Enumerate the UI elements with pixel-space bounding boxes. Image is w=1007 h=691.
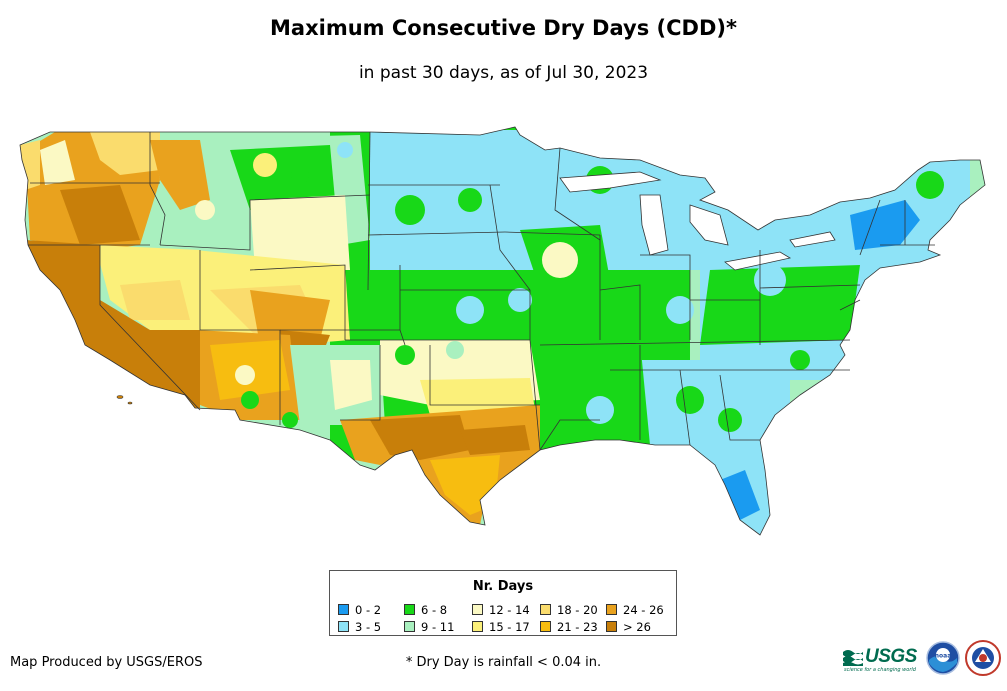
legend-label: 6 - 8: [421, 602, 448, 617]
legend-item-24-26: 24 - 26: [606, 601, 672, 618]
noaa-logo-icon: noaa: [926, 641, 960, 675]
legend-label: 18 - 20: [557, 602, 598, 617]
legend-swatch: [472, 604, 483, 615]
legend-grid: 0 - 2 3 - 5 6 - 8 9 - 11 12 - 14 15 - 17…: [338, 601, 672, 635]
legend-swatch: [472, 621, 483, 632]
legend-swatch: [540, 604, 551, 615]
legend-item-over-26: > 26: [606, 618, 672, 635]
legend-item-9-11: 9 - 11: [404, 618, 472, 635]
dry-day-footnote: * Dry Day is rainfall < 0.04 in.: [405, 655, 602, 670]
usgs-wordmark: USGS: [865, 646, 917, 667]
legend-item-0-2: 0 - 2: [338, 601, 404, 618]
legend-label: 12 - 14: [489, 602, 530, 617]
legend-label: 9 - 11: [421, 619, 455, 634]
legend-label: > 26: [623, 619, 651, 634]
legend-swatch: [338, 621, 349, 632]
legend-label: 3 - 5: [355, 619, 382, 634]
map-subtitle: in past 30 days, as of Jul 30, 2023: [358, 63, 649, 83]
legend-swatch: [404, 621, 415, 632]
legend-swatch: [540, 621, 551, 632]
usgs-wave-icon: [843, 650, 863, 666]
usgs-logo: USGS: [843, 643, 919, 671]
nws-logo-icon: [965, 640, 1001, 676]
legend-label: 24 - 26: [623, 602, 664, 617]
legend-swatch: [338, 604, 349, 615]
usgs-tagline: science for a changing world: [844, 667, 916, 673]
legend-swatch: [606, 621, 617, 632]
legend-title: Nr. Days: [472, 579, 534, 594]
legend-item-21-23: 21 - 23: [540, 618, 606, 635]
cdd-raster: [20, 127, 985, 535]
legend-label: 15 - 17: [489, 619, 530, 634]
svg-text:noaa: noaa: [935, 653, 952, 660]
islands: [116, 395, 133, 405]
great-lakes: [559, 171, 836, 271]
legend-item-6-8: 6 - 8: [404, 601, 472, 618]
legend-swatch: [606, 604, 617, 615]
legend: Nr. Days 0 - 2 3 - 5 6 - 8 9 - 11 12 - 1…: [329, 570, 677, 636]
map-credit: Map Produced by USGS/EROS: [10, 655, 203, 670]
legend-label: 0 - 2: [355, 602, 382, 617]
legend-item-3-5: 3 - 5: [338, 618, 404, 635]
legend-item-15-17: 15 - 17: [472, 618, 540, 635]
state-borders: [19, 126, 986, 536]
legend-item-12-14: 12 - 14: [472, 601, 540, 618]
map-title: Maximum Consecutive Dry Days (CDD)*: [270, 16, 737, 40]
legend-swatch: [404, 604, 415, 615]
agency-logos: USGS science for a changing world noaa: [843, 640, 1003, 680]
legend-item-18-20: 18 - 20: [540, 601, 606, 618]
legend-label: 21 - 23: [557, 619, 598, 634]
